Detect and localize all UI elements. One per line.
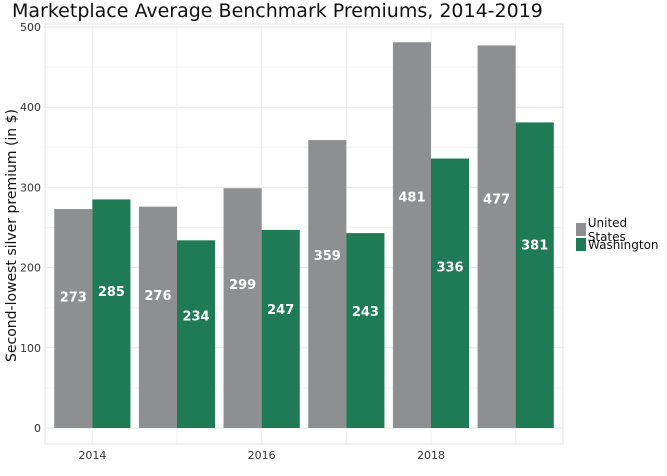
bar xyxy=(477,45,516,429)
bar xyxy=(92,199,131,428)
bar xyxy=(346,233,385,428)
plot-panel xyxy=(44,23,564,445)
legend: United States Washington xyxy=(576,216,667,252)
legend-item-washington: Washington xyxy=(576,237,667,252)
bar-value-label: 243 xyxy=(352,305,379,320)
bar-value-label: 234 xyxy=(182,309,209,324)
bar-value-label: 285 xyxy=(98,285,125,300)
y-tick-label: 500 xyxy=(20,21,41,34)
bar-value-label: 336 xyxy=(436,260,463,275)
bar-value-label: 481 xyxy=(398,191,425,206)
bar xyxy=(223,188,262,428)
bar xyxy=(308,140,347,428)
chart-title: Marketplace Average Benchmark Premiums, … xyxy=(12,0,543,22)
bar-value-label: 273 xyxy=(60,291,87,306)
bar xyxy=(138,206,177,428)
bar-value-label: 359 xyxy=(314,249,341,264)
bar-value-label: 276 xyxy=(144,289,171,304)
bar xyxy=(392,42,431,428)
y-tick-label: 400 xyxy=(20,101,41,114)
bar-value-label: 299 xyxy=(229,278,256,293)
y-tick-label: 300 xyxy=(20,181,41,194)
x-tick-label: 2016 xyxy=(248,449,276,462)
y-tick-label: 200 xyxy=(20,262,41,275)
legend-label-washington: Washington xyxy=(588,237,659,252)
bar xyxy=(261,229,300,428)
y-tick-label: 0 xyxy=(34,422,41,435)
legend-label-united-states: United States xyxy=(587,215,628,244)
bar xyxy=(515,122,554,429)
x-tick-label: 2014 xyxy=(78,449,106,462)
bar-value-label: 381 xyxy=(521,239,548,254)
bar xyxy=(177,240,216,428)
y-tick-label: 100 xyxy=(20,342,41,355)
bar xyxy=(431,158,470,428)
legend-swatch-united-states xyxy=(576,223,586,236)
x-tick-label: 2018 xyxy=(417,449,445,462)
bar xyxy=(54,209,93,428)
legend-item-united-states: United States xyxy=(576,216,667,244)
legend-swatch-washington xyxy=(576,238,586,251)
bar-value-label: 477 xyxy=(483,192,510,207)
bar-value-label: 247 xyxy=(267,303,294,318)
